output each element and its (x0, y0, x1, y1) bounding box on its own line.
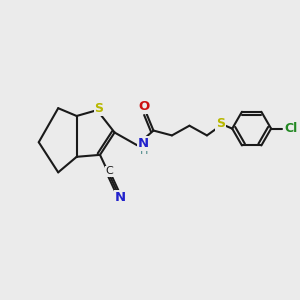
Text: N: N (138, 137, 149, 150)
Text: O: O (138, 100, 149, 113)
Text: C: C (106, 167, 114, 176)
Text: S: S (216, 117, 225, 130)
Text: N: N (115, 191, 126, 204)
Text: H: H (140, 146, 148, 156)
Text: Cl: Cl (284, 122, 297, 135)
Text: S: S (94, 102, 103, 115)
